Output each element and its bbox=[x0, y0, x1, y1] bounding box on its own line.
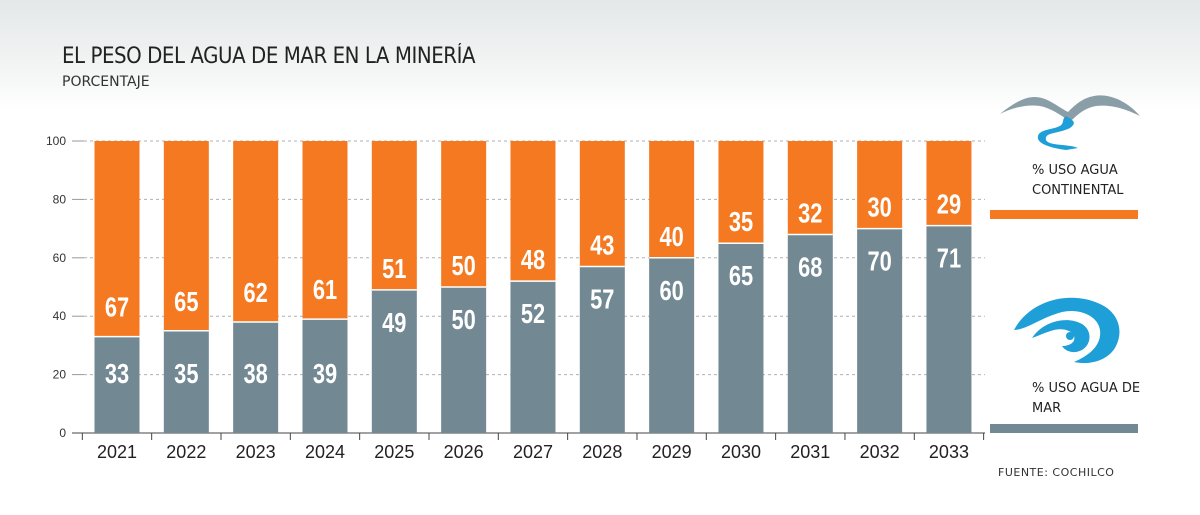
data-label-sea-2025: 49 bbox=[382, 307, 406, 338]
data-label-sea-2032: 70 bbox=[867, 246, 891, 277]
x-tick-label-2025: 2025 bbox=[374, 442, 414, 462]
legend-sea-label: % USO AGUA DE MAR bbox=[1032, 381, 1141, 416]
legend-continental-label: % USO AGUA CONTINENTAL bbox=[1032, 163, 1124, 198]
x-tick-label-2031: 2031 bbox=[790, 442, 830, 462]
x-tick-label-2029: 2029 bbox=[652, 442, 692, 462]
data-label-sea-2030: 65 bbox=[729, 261, 753, 292]
data-label-sea-2026: 50 bbox=[452, 304, 476, 335]
x-tick-label-2022: 2022 bbox=[166, 442, 206, 462]
data-label-continental-2027: 48 bbox=[521, 245, 545, 276]
bar-sea-2031 bbox=[787, 234, 833, 433]
x-tick-label-2033: 2033 bbox=[929, 442, 969, 462]
data-label-sea-2021: 33 bbox=[105, 358, 129, 389]
x-tick-label-2032: 2032 bbox=[860, 442, 900, 462]
data-label-sea-2028: 57 bbox=[590, 284, 614, 315]
data-label-sea-2024: 39 bbox=[313, 358, 337, 389]
bar-sea-2021 bbox=[94, 336, 140, 433]
x-tick-label-2028: 2028 bbox=[582, 442, 622, 462]
bar-continental-2024 bbox=[302, 141, 348, 320]
bar-sea-2023 bbox=[233, 322, 279, 433]
x-tick-label-2027: 2027 bbox=[513, 442, 553, 462]
bar-continental-2031 bbox=[787, 141, 833, 235]
data-label-continental-2030: 35 bbox=[729, 207, 753, 238]
data-label-continental-2032: 30 bbox=[867, 192, 891, 223]
bar-continental-2027 bbox=[510, 141, 556, 282]
wave-icon bbox=[1014, 297, 1120, 364]
x-tick-label-2021: 2021 bbox=[97, 442, 137, 462]
data-label-continental-2022: 65 bbox=[174, 286, 198, 317]
data-label-continental-2026: 50 bbox=[452, 250, 476, 281]
data-label-sea-2029: 60 bbox=[659, 275, 683, 306]
data-label-sea-2027: 52 bbox=[521, 299, 545, 330]
data-label-continental-2021: 67 bbox=[105, 292, 129, 323]
bar-continental-2026 bbox=[441, 141, 487, 287]
x-tick-label-2030: 2030 bbox=[721, 442, 761, 462]
bar-sea-2024 bbox=[302, 319, 348, 433]
x-tick-label-2024: 2024 bbox=[305, 442, 345, 462]
data-label-sea-2031: 68 bbox=[798, 252, 822, 283]
bar-continental-2028 bbox=[579, 141, 625, 267]
data-label-sea-2023: 38 bbox=[244, 358, 268, 389]
legend-continental-swatch bbox=[990, 210, 1138, 219]
bar-continental-2033 bbox=[926, 141, 972, 226]
mountain-river-icon bbox=[1000, 95, 1140, 150]
bar-sea-2032 bbox=[857, 228, 903, 433]
legend-sea-swatch bbox=[990, 424, 1138, 433]
bar-continental-2021 bbox=[94, 141, 140, 337]
bar-sea-2033 bbox=[926, 225, 972, 433]
bar-sea-2030 bbox=[718, 243, 764, 433]
bar-continental-2023 bbox=[233, 141, 279, 323]
y-tick-label: 20 bbox=[53, 368, 67, 382]
data-label-sea-2033: 71 bbox=[937, 243, 961, 274]
y-tick-label: 100 bbox=[46, 134, 66, 148]
data-label-continental-2023: 62 bbox=[244, 278, 268, 309]
y-tick-label: 40 bbox=[53, 309, 67, 323]
stacked-bar-chart: 0 20 40 60 80 100 33 67 2021 35 65 2022 38 62 2023 39 61… bbox=[46, 134, 985, 462]
y-tick-label: 60 bbox=[53, 251, 67, 265]
data-label-continental-2028: 43 bbox=[590, 230, 614, 261]
bar-sea-2028 bbox=[579, 266, 625, 433]
bar-continental-2025 bbox=[371, 141, 417, 290]
source-note: FUENTE: COCHILCO bbox=[998, 466, 1115, 479]
data-label-continental-2029: 40 bbox=[659, 221, 683, 252]
bar-continental-2029 bbox=[649, 141, 695, 258]
bar-sea-2026 bbox=[441, 287, 487, 433]
bar-sea-2029 bbox=[649, 257, 695, 433]
bar-sea-2027 bbox=[510, 281, 556, 433]
y-tick-label: 80 bbox=[53, 192, 67, 206]
bar-sea-2025 bbox=[371, 289, 417, 433]
bar-continental-2022 bbox=[163, 141, 209, 331]
chart-subtitle: PORCENTAJE bbox=[62, 74, 150, 90]
data-label-continental-2031: 32 bbox=[798, 198, 822, 229]
data-label-continental-2024: 61 bbox=[313, 275, 337, 306]
data-label-sea-2022: 35 bbox=[174, 358, 198, 389]
chart-title: EL PESO DEL AGUA DE MAR EN LA MINERÍA bbox=[62, 44, 476, 69]
bar-continental-2030 bbox=[718, 141, 764, 244]
bar-sea-2022 bbox=[163, 330, 209, 433]
data-label-continental-2025: 51 bbox=[382, 253, 406, 284]
x-tick-label-2023: 2023 bbox=[236, 442, 276, 462]
x-tick-label-2026: 2026 bbox=[444, 442, 484, 462]
y-tick-label: 0 bbox=[59, 426, 66, 440]
bar-continental-2032 bbox=[857, 141, 903, 229]
data-label-continental-2033: 29 bbox=[937, 189, 961, 220]
